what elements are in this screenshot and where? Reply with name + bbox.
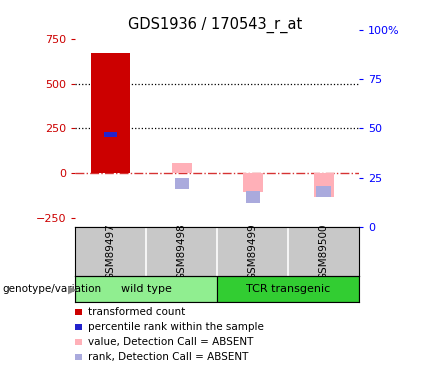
Text: GSM89499: GSM89499 <box>248 223 258 280</box>
Text: GSM89498: GSM89498 <box>177 223 187 280</box>
Bar <box>313 173 334 197</box>
Bar <box>246 191 260 203</box>
Text: genotype/variation: genotype/variation <box>2 285 101 294</box>
Text: GDS1936 / 170543_r_at: GDS1936 / 170543_r_at <box>128 17 302 33</box>
Text: rank, Detection Call = ABSENT: rank, Detection Call = ABSENT <box>89 352 249 362</box>
Text: GSM89497: GSM89497 <box>106 223 116 280</box>
Text: TCR transgenic: TCR transgenic <box>246 284 330 294</box>
Bar <box>172 164 192 173</box>
Text: GSM89500: GSM89500 <box>319 223 329 279</box>
Text: transformed count: transformed count <box>89 307 186 317</box>
Text: value, Detection Call = ABSENT: value, Detection Call = ABSENT <box>89 337 254 347</box>
Bar <box>175 178 189 189</box>
Bar <box>104 132 117 136</box>
Bar <box>316 186 331 197</box>
Text: ▶: ▶ <box>68 285 77 294</box>
Bar <box>75 276 217 302</box>
Bar <box>217 276 359 302</box>
Text: percentile rank within the sample: percentile rank within the sample <box>89 322 264 332</box>
Bar <box>243 173 263 192</box>
Bar <box>91 53 130 173</box>
Text: wild type: wild type <box>121 284 172 294</box>
